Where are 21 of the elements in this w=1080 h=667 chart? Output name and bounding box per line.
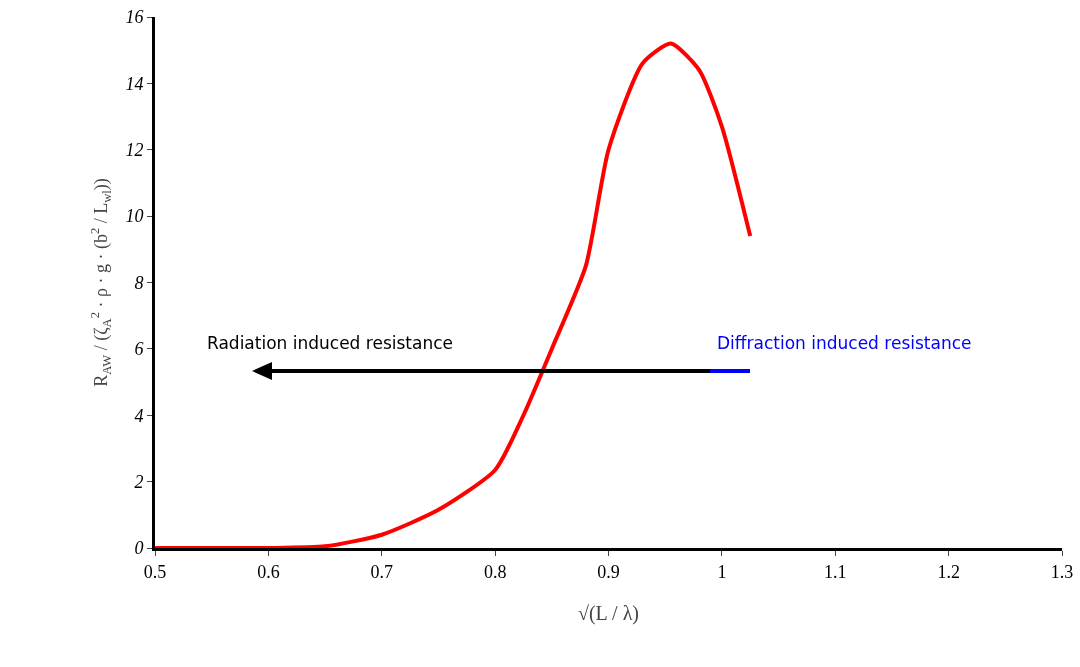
y-tick-label: 4	[134, 405, 144, 426]
x-tick-label: 1.2	[937, 561, 960, 582]
y-tick-label: 2	[134, 471, 144, 492]
x-tick-label: 0.8	[483, 561, 507, 582]
x-tick-label: 1.3	[1050, 561, 1074, 582]
y-tick-label: 12	[125, 140, 144, 161]
x-axis-title: √(L / λ)	[577, 602, 640, 625]
y-tick-label: 14	[125, 73, 144, 94]
x-tick-label: 0.9	[597, 561, 620, 582]
annotation: Radiation induced resistance	[207, 333, 453, 353]
y-tick-label: 8	[134, 272, 144, 293]
x-tick-label: 0.5	[143, 561, 167, 582]
y-tick-label: 10	[125, 206, 144, 227]
x-tick-label: 1.1	[824, 561, 847, 582]
y-tick-label: 16	[125, 7, 144, 28]
y-tick-label: 6	[134, 339, 144, 360]
x-tick-label: 0.7	[370, 561, 393, 582]
y-tick-label: 0	[134, 538, 144, 559]
x-tick-label: 1	[717, 561, 727, 582]
annotation: Diffraction induced resistance	[717, 333, 972, 353]
x-tick-label: 0.6	[257, 561, 280, 582]
